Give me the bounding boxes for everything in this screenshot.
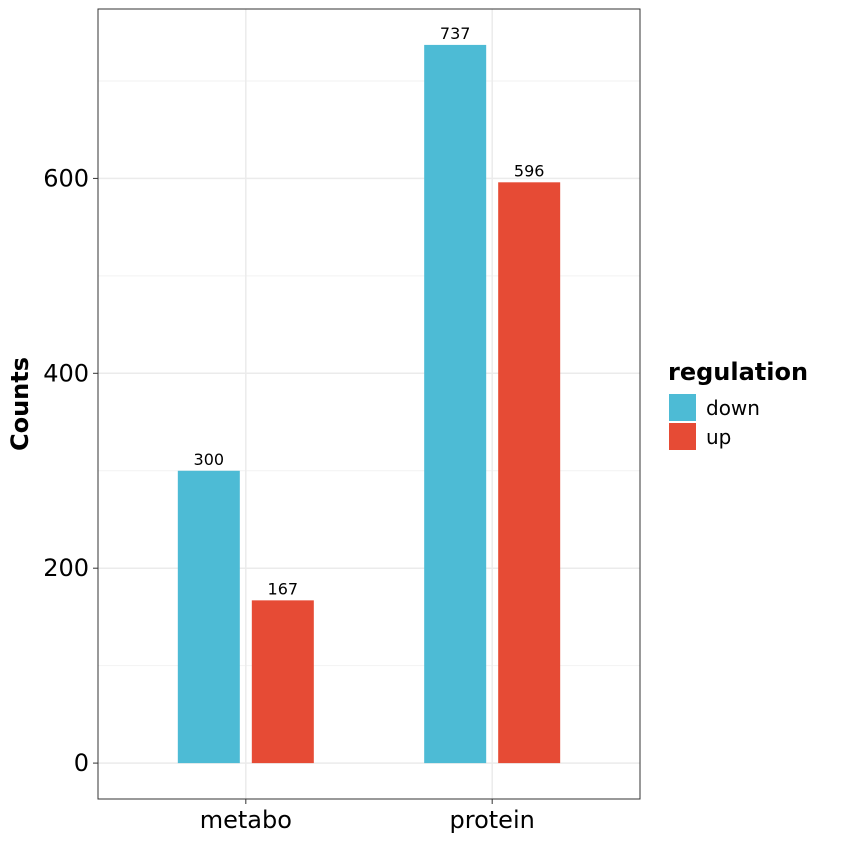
y-axis-label: Counts	[6, 357, 34, 451]
bars	[177, 44, 561, 764]
x-axis: metabo protein	[200, 799, 535, 834]
y-tick-label: 600	[43, 164, 89, 192]
data-label-metabo-up: 167	[268, 579, 299, 598]
legend-title: regulation	[668, 358, 808, 386]
legend-key-down	[669, 394, 696, 421]
data-label-protein-down: 737	[440, 24, 471, 43]
x-tick-label-protein: protein	[450, 806, 535, 834]
legend: regulation down up	[668, 358, 808, 450]
y-axis: 0 200 400 600	[43, 164, 98, 777]
y-tick-label: 0	[74, 749, 89, 777]
y-tick-label: 400	[43, 359, 89, 387]
legend-label-down: down	[706, 396, 760, 420]
data-label-metabo-down: 300	[194, 450, 225, 469]
x-tick-label-metabo: metabo	[200, 806, 292, 834]
plot-panel-border	[97, 8, 641, 800]
legend-label-up: up	[706, 425, 731, 449]
legend-key-up	[669, 423, 696, 450]
bar-protein-down	[424, 44, 487, 764]
bar-metabo-down	[177, 470, 240, 764]
bar-metabo-up	[251, 600, 314, 764]
y-tick-label: 200	[43, 554, 89, 582]
bar-protein-up	[498, 182, 561, 764]
data-label-protein-up: 596	[514, 161, 545, 180]
data-labels: 300 167 737 596	[194, 24, 545, 598]
